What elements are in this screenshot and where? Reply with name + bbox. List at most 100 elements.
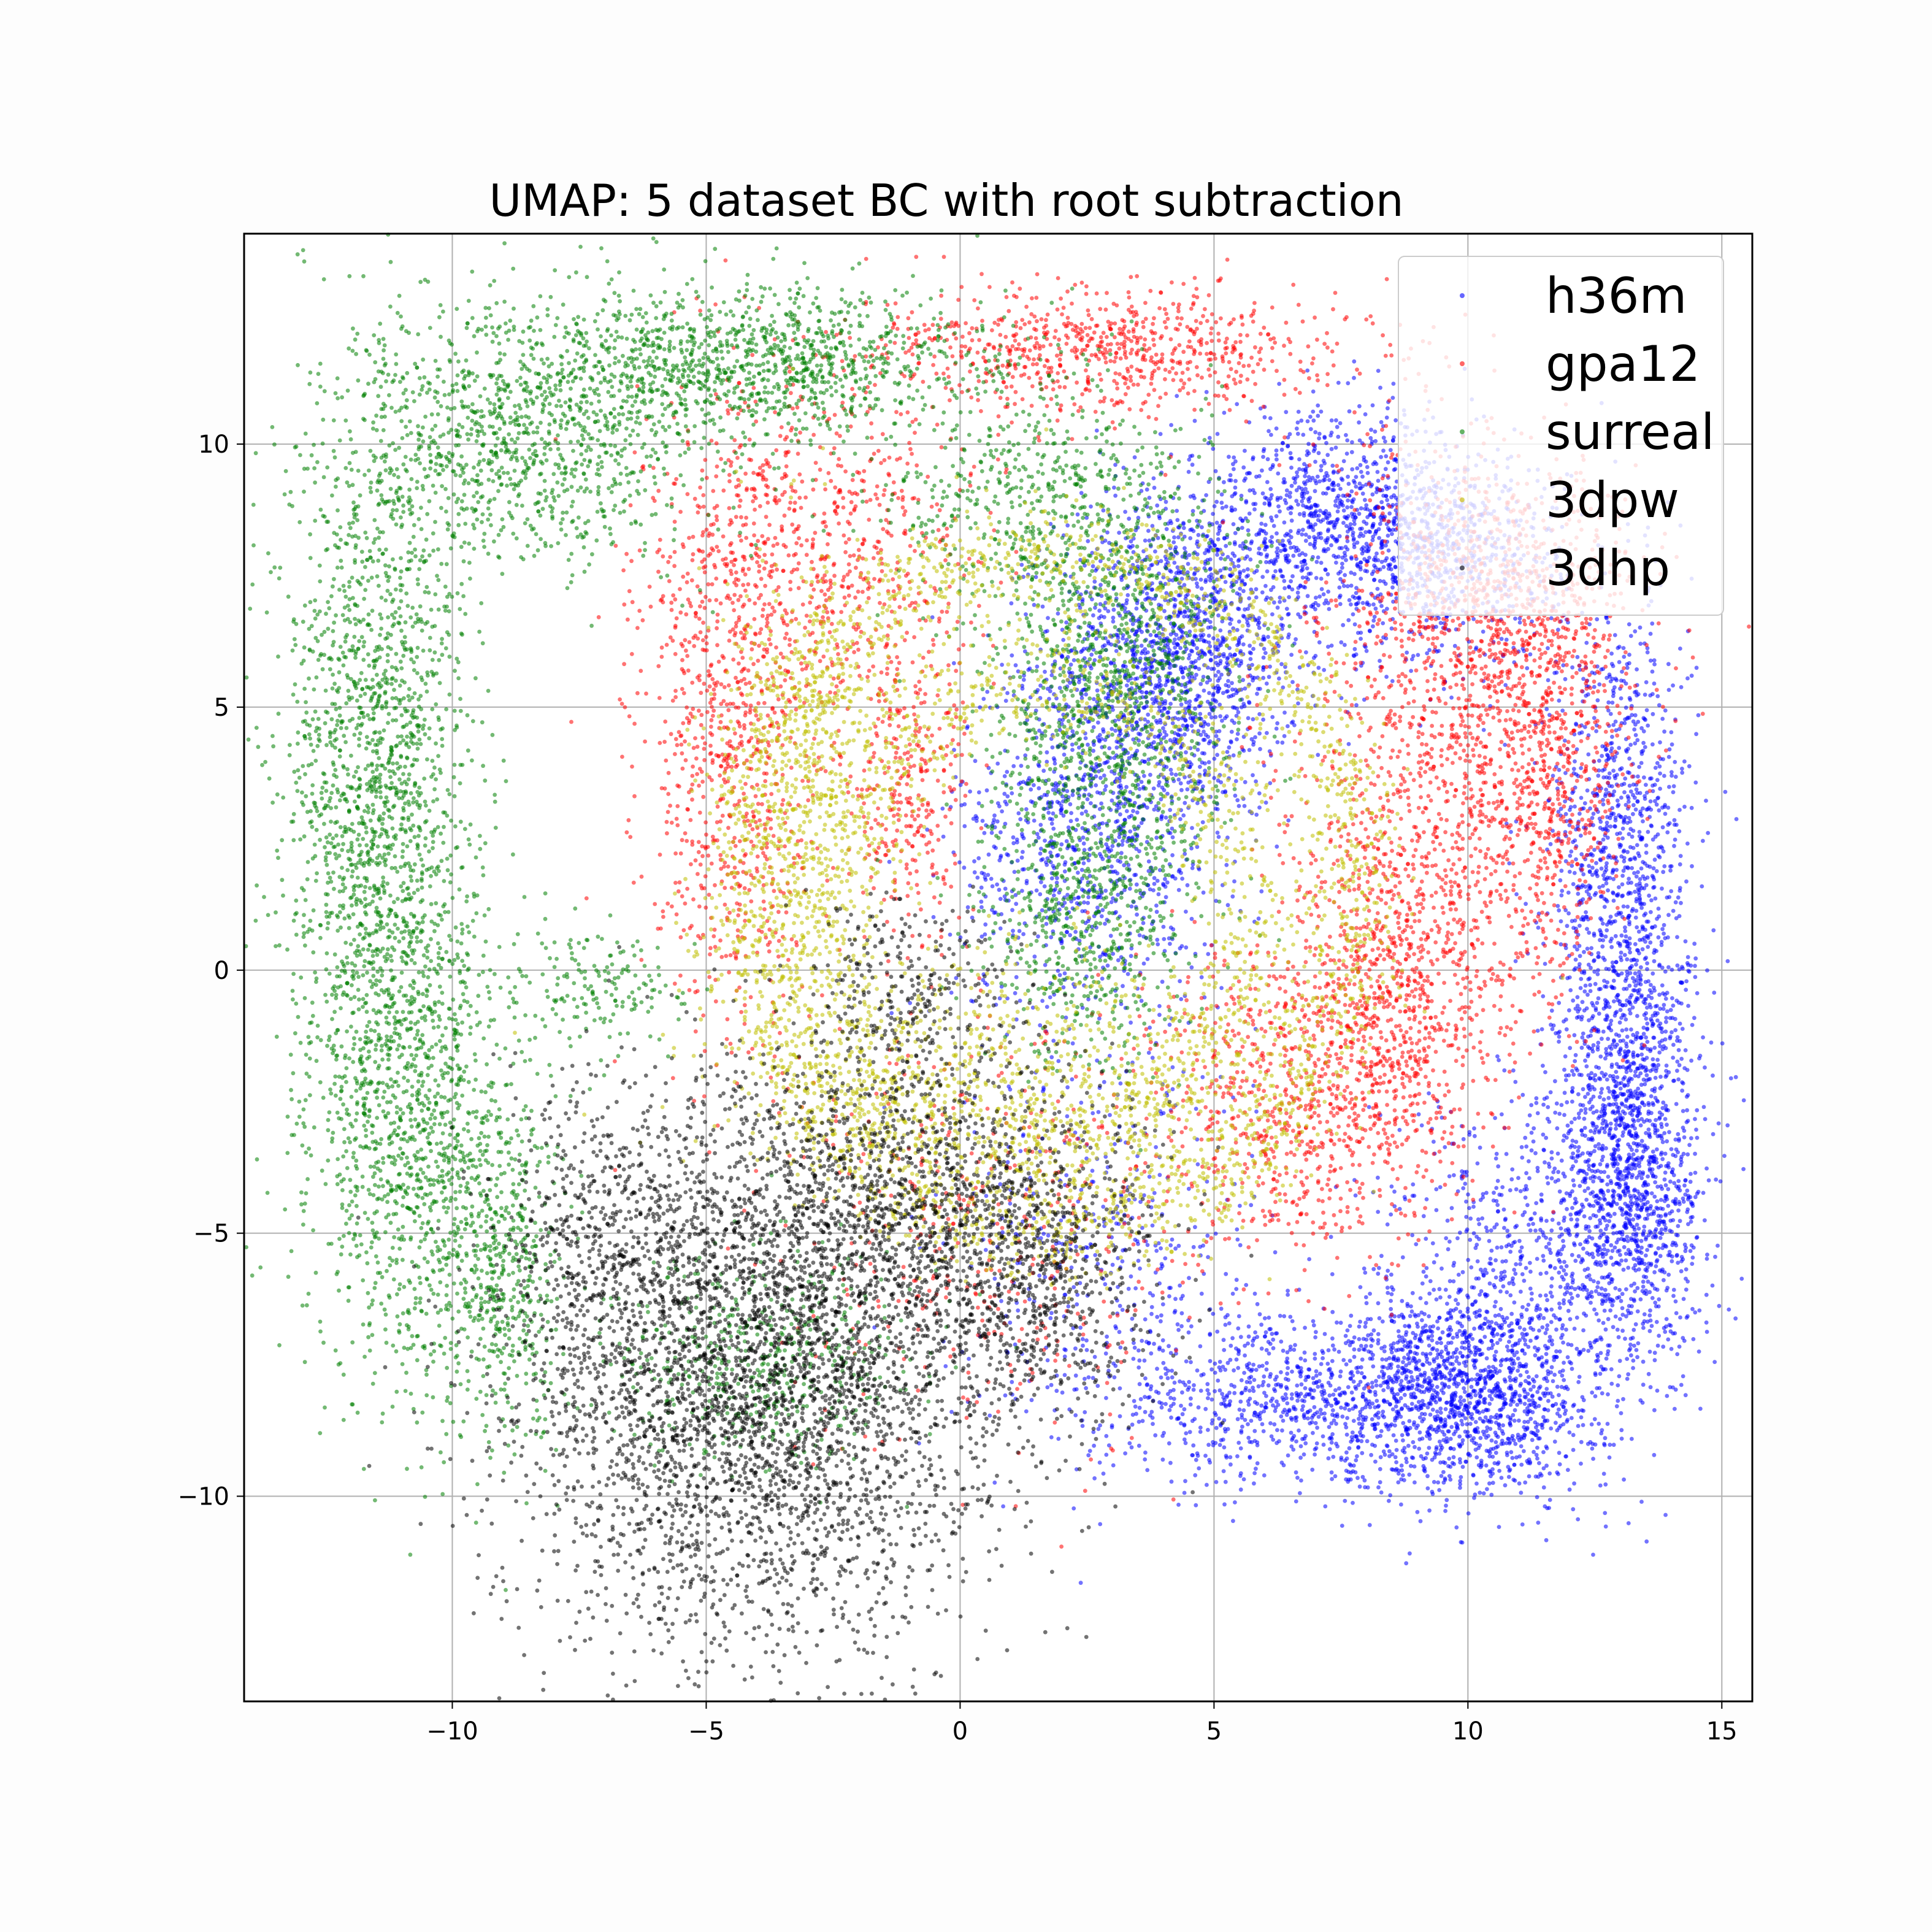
point-h36m	[1563, 738, 1567, 743]
point-h36m	[997, 887, 1002, 892]
point-h36m	[1359, 506, 1363, 511]
point-h36m	[1344, 433, 1348, 437]
point-h36m	[1057, 973, 1062, 978]
point-h36m	[1223, 580, 1228, 585]
point-h36m	[1185, 787, 1190, 792]
point-h36m	[1068, 819, 1073, 824]
point-h36m	[1568, 854, 1573, 858]
point-h36m	[1671, 1003, 1676, 1008]
point-h36m	[1563, 1078, 1568, 1083]
point-h36m	[1098, 775, 1103, 780]
point-h36m	[1096, 895, 1101, 900]
point-h36m	[1364, 503, 1369, 508]
point-h36m	[1585, 992, 1590, 997]
point-h36m	[1066, 825, 1071, 830]
point-h36m	[1620, 894, 1624, 899]
point-h36m	[1672, 843, 1676, 848]
point-h36m	[1155, 721, 1160, 725]
point-h36m	[1627, 876, 1631, 881]
point-h36m	[1609, 945, 1614, 949]
point-h36m	[1564, 1017, 1568, 1022]
point-h36m	[1619, 696, 1623, 700]
point-h36m	[1229, 505, 1234, 510]
point-h36m	[1601, 775, 1606, 780]
point-h36m	[1632, 727, 1637, 732]
point-h36m	[1598, 916, 1603, 921]
point-h36m	[1303, 486, 1308, 491]
point-h36m	[1009, 601, 1014, 606]
point-h36m	[1179, 944, 1184, 948]
point-h36m	[1198, 577, 1203, 582]
point-h36m	[1662, 864, 1667, 868]
point-h36m	[1284, 410, 1289, 415]
point-h36m	[1182, 614, 1187, 619]
point-h36m	[1185, 883, 1190, 887]
point-h36m	[1061, 638, 1066, 642]
point-h36m	[1644, 843, 1649, 848]
point-h36m	[1341, 503, 1345, 508]
point-h36m	[1111, 565, 1116, 570]
point-h36m	[1363, 412, 1368, 416]
point-h36m	[1637, 830, 1642, 834]
point-h36m	[989, 876, 994, 881]
point-h36m	[1098, 733, 1102, 737]
point-h36m	[1086, 895, 1091, 900]
point-h36m	[1137, 849, 1141, 854]
point-h36m	[1050, 817, 1054, 822]
point-h36m	[1306, 520, 1311, 525]
point-h36m	[1133, 873, 1138, 877]
point-h36m	[1673, 837, 1677, 842]
point-h36m	[1649, 983, 1653, 987]
point-h36m	[1296, 701, 1300, 706]
point-h36m	[1620, 836, 1625, 841]
point-h36m	[1381, 448, 1386, 453]
point-h36m	[1621, 904, 1626, 909]
point-h36m	[1152, 807, 1157, 812]
point-h36m	[1146, 529, 1151, 533]
point-h36m	[1017, 929, 1022, 933]
point-h36m	[1646, 723, 1650, 728]
point-h36m	[1648, 799, 1653, 803]
point-h36m	[1180, 876, 1184, 881]
point-h36m	[1441, 687, 1446, 691]
point-h36m	[1278, 496, 1283, 500]
point-h36m	[1194, 697, 1198, 702]
point-h36m	[1582, 1125, 1587, 1130]
point-h36m	[1157, 516, 1162, 521]
point-h36m	[1380, 545, 1385, 550]
point-h36m	[1390, 527, 1395, 532]
point-h36m	[1546, 678, 1551, 683]
point-h36m	[1619, 911, 1623, 915]
point-h36m	[1111, 870, 1116, 874]
point-h36m	[1373, 429, 1378, 434]
point-h36m	[1585, 788, 1590, 793]
point-h36m	[1644, 708, 1649, 713]
point-h36m	[1560, 889, 1565, 893]
point-h36m	[1672, 818, 1677, 822]
point-h36m	[1363, 530, 1368, 534]
point-h36m	[1073, 930, 1078, 934]
point-h36m	[1155, 937, 1160, 942]
point-h36m	[1376, 369, 1381, 373]
point-h36m	[1333, 445, 1338, 450]
point-h36m	[1309, 505, 1314, 510]
point-h36m	[1184, 910, 1188, 914]
point-h36m	[1270, 493, 1274, 497]
point-h36m	[1354, 602, 1359, 607]
point-h36m	[1278, 509, 1282, 514]
point-h36m	[1604, 788, 1609, 792]
point-h36m	[1669, 773, 1674, 778]
point-h36m	[1393, 467, 1398, 472]
point-h36m	[1317, 640, 1322, 645]
point-h36m	[1622, 790, 1627, 795]
point-h36m	[1638, 982, 1643, 987]
point-h36m	[1331, 470, 1336, 475]
point-h36m	[1655, 761, 1660, 765]
point-h36m	[1243, 607, 1247, 612]
point-h36m	[1682, 1135, 1687, 1140]
point-h36m	[1258, 686, 1262, 691]
point-h36m	[1211, 636, 1216, 641]
point-h36m	[1286, 612, 1290, 617]
point-h36m	[1352, 518, 1357, 523]
point-h36m	[1295, 590, 1300, 595]
